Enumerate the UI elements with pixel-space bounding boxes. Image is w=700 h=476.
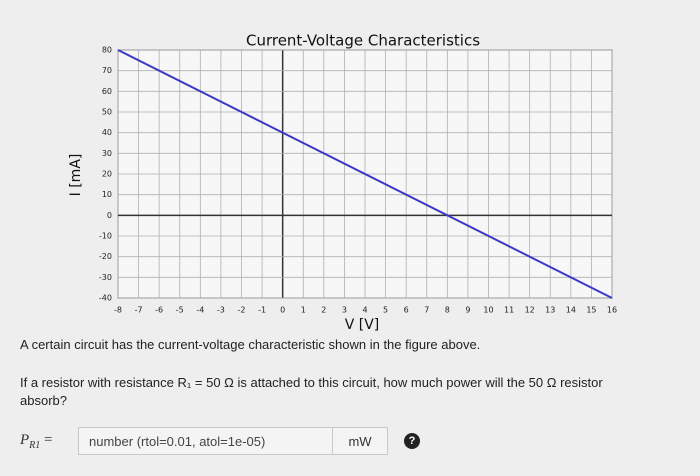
x-tick-label: 13: [545, 306, 555, 315]
x-tick-label: 1: [301, 306, 306, 315]
x-axis-label: V [V]: [345, 317, 380, 333]
x-tick-label: 12: [525, 306, 535, 315]
x-tick-label: 8: [445, 306, 450, 315]
y-axis-label: I [mA]: [68, 154, 84, 197]
data-line: [117, 49, 613, 299]
x-tick-label: -5: [176, 306, 184, 315]
y-tick-label: -20: [99, 252, 112, 261]
y-tick-label: -30: [99, 273, 112, 282]
question-text: If a resistor with resistance R₁ = 50 Ω …: [20, 375, 603, 408]
answer-symbol: P: [20, 431, 30, 448]
x-tick-label: 11: [504, 306, 514, 315]
x-tick-label: 6: [404, 306, 409, 315]
y-tick-label: -40: [99, 294, 112, 303]
answer-row: PR1 = number (rtol=0.01, atol=1e-05) mW …: [20, 426, 420, 456]
answer-subscript: R1: [29, 439, 41, 451]
answer-equals: =: [44, 431, 53, 448]
x-tick-label: 5: [383, 306, 388, 315]
x-tick-label: -6: [155, 306, 163, 315]
x-tick-label: -8: [114, 306, 122, 315]
x-tick-label: 14: [566, 306, 576, 315]
answer-label: PR1 =: [20, 432, 70, 451]
x-tick-label: -2: [238, 306, 246, 315]
y-tick-label: 60: [102, 87, 112, 96]
answer-input[interactable]: number (rtol=0.01, atol=1e-05): [78, 427, 333, 455]
x-tick-label: 16: [607, 306, 617, 315]
y-tick-label: 80: [102, 46, 112, 55]
x-tick-label: 7: [424, 306, 429, 315]
y-tick-label: 10: [102, 190, 112, 199]
x-tick-label: -1: [258, 306, 266, 315]
y-tick-label: 50: [102, 108, 112, 117]
x-tick-label: 0: [280, 306, 285, 315]
y-tick-label: 30: [102, 149, 112, 158]
chart: Current-Voltage Characteristics V [V] I …: [68, 32, 617, 334]
y-tick-label: 70: [102, 66, 112, 75]
x-tick-label: 10: [483, 306, 493, 315]
x-tick-label: 2: [321, 306, 326, 315]
y-tick-label: 40: [102, 128, 112, 137]
x-tick-label: -3: [217, 306, 225, 315]
x-tick-label: 3: [342, 306, 347, 315]
x-tick-label: 4: [362, 306, 367, 315]
help-button[interactable]: ?: [404, 433, 420, 449]
y-tick-label: 20: [102, 170, 112, 179]
x-tick-label: -7: [135, 306, 143, 315]
x-tick-label: -4: [196, 306, 204, 315]
intro-text: A certain circuit has the current-voltag…: [20, 337, 481, 352]
x-tick-label: 15: [586, 306, 596, 315]
x-tick-label: 9: [465, 306, 470, 315]
y-tick-label: -10: [99, 232, 112, 241]
unit-label: mW: [333, 427, 388, 455]
chart-title: Current-Voltage Characteristics: [246, 32, 480, 50]
y-tick-label: 0: [107, 211, 112, 220]
